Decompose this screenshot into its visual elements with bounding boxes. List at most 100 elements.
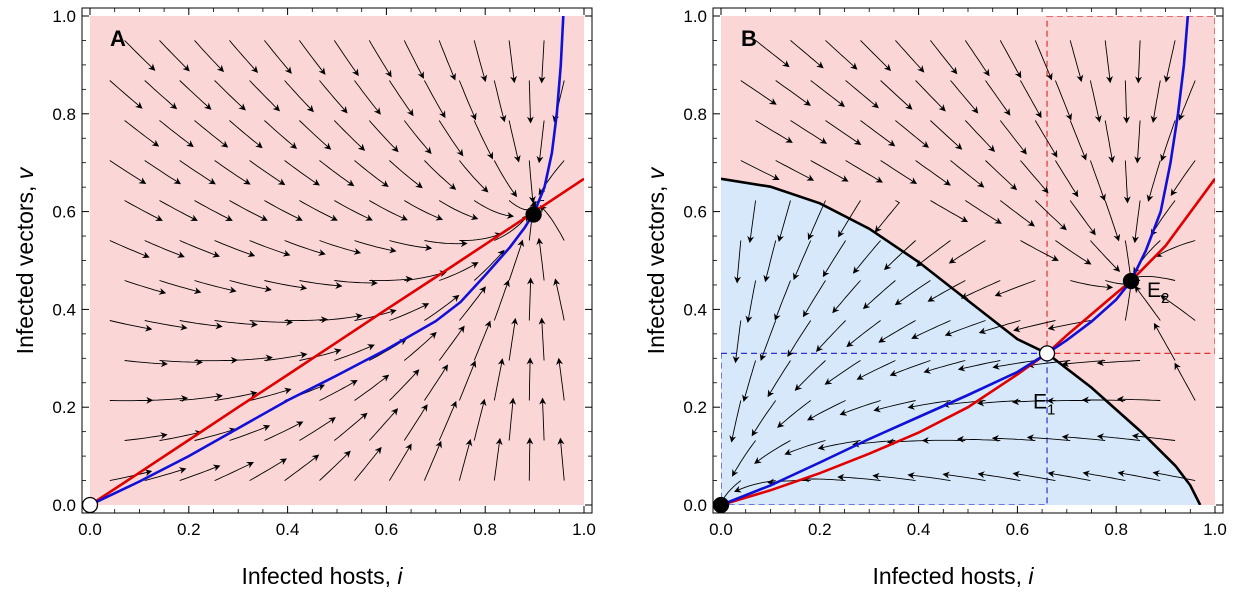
stream-arrow <box>528 160 536 204</box>
stream-arrow <box>751 400 777 437</box>
stream-arrow <box>229 200 268 221</box>
stream-arrow <box>1132 200 1141 244</box>
stream-arrow <box>249 458 287 481</box>
stream-arrow <box>229 40 259 73</box>
stream-arrow <box>944 320 986 337</box>
stream-arrow <box>1034 200 1067 231</box>
stream-arrow <box>159 358 203 366</box>
stream-arrow <box>264 421 304 441</box>
x-tick-label: 1.0 <box>1203 520 1227 539</box>
stream-arrow <box>775 80 811 106</box>
x-tick-label: 0.4 <box>907 520 931 539</box>
guide-box <box>1046 16 1215 355</box>
stream-arrow <box>403 120 432 155</box>
stream-arrow <box>459 232 502 241</box>
stream-arrow <box>249 80 281 112</box>
stream-arrow <box>1150 80 1161 123</box>
stream-arrow <box>284 160 320 186</box>
stream-arrow <box>874 200 900 233</box>
stream-arrow <box>494 214 529 241</box>
stream-arrow <box>214 80 246 111</box>
stream-arrow <box>299 120 332 150</box>
stream-arrow <box>369 200 408 221</box>
stream-arrow <box>403 40 424 79</box>
stream-arrow <box>810 160 849 182</box>
panel-a-plot: 0.00.0 0.2 0.2 0.4 0.4 0.6 0.6 0.8 0.8 1.0 1.0 A <box>52 7 595 539</box>
stream-arrow <box>777 200 791 242</box>
stream-arrow <box>319 160 355 187</box>
x-tick-label: 0.0 <box>78 520 102 539</box>
stream-arrow <box>1163 40 1176 83</box>
stream-arrow <box>822 240 846 278</box>
stream-arrow <box>264 120 298 149</box>
y-tick-label: 0.6 <box>683 203 707 222</box>
stream-arrow <box>802 280 826 318</box>
stream-arrow <box>404 270 447 281</box>
stream-arrow <box>1020 160 1049 194</box>
stream-arrow <box>787 320 812 357</box>
stream-arrow <box>960 280 1001 299</box>
stream-arrow <box>927 280 966 302</box>
stream-arrow <box>389 443 412 481</box>
stream-arrow <box>404 331 437 361</box>
plot-area <box>90 16 584 505</box>
stream-arrow <box>1155 240 1196 257</box>
stream-arrow <box>999 120 1027 155</box>
stream-arrow <box>1069 40 1084 83</box>
stream-arrow <box>124 120 160 147</box>
stream-arrow <box>878 320 916 343</box>
stream-arrow <box>264 280 308 291</box>
stream-arrow <box>1178 80 1196 121</box>
stream-arrow <box>915 240 951 267</box>
stream-arrow <box>109 240 150 259</box>
stream-arrow <box>424 80 446 119</box>
stream-arrow <box>1047 470 1091 482</box>
y-axis-label: Infected vectors, v <box>12 166 38 354</box>
stream-arrow <box>895 120 930 148</box>
y-tick-label: 0.8 <box>52 105 76 124</box>
stream-arrow <box>729 400 742 443</box>
stream-arrow <box>438 200 479 221</box>
stream-arrow <box>369 275 413 283</box>
stream-arrow <box>424 240 468 248</box>
stream-arrow <box>957 360 1001 372</box>
stream-arrow <box>179 464 221 482</box>
nullcline-red <box>90 177 584 505</box>
stream-arrow <box>832 280 861 314</box>
stream-arrow <box>124 432 168 441</box>
stream-arrow <box>368 120 399 153</box>
stream-arrow <box>473 398 487 441</box>
y-tick-label: 0.4 <box>52 300 76 319</box>
stream-arrow <box>556 357 565 401</box>
panel-b: Infected hosts, i Infected vectors, v <box>643 166 1034 589</box>
stream-arrow <box>424 364 449 401</box>
stream-arrow <box>229 354 273 362</box>
stream-arrow <box>439 262 479 281</box>
stream-arrow <box>438 400 457 441</box>
stream-arrow <box>754 440 791 464</box>
stream-arrow <box>536 120 545 164</box>
stream-arrow <box>526 80 534 124</box>
y-tick-label: 0.0 <box>683 496 707 515</box>
stream-arrow <box>229 120 263 149</box>
stream-arrow <box>354 240 397 254</box>
stream-arrow <box>389 240 433 252</box>
stream-arrow <box>229 424 271 441</box>
stream-arrow <box>942 471 986 482</box>
stable-equilibrium <box>525 206 542 223</box>
x-tick-label: 0.2 <box>808 520 832 539</box>
stream-arrow <box>124 360 168 368</box>
stream-arrow <box>249 387 292 401</box>
stream-arrow <box>458 438 473 481</box>
stream-arrow <box>214 240 256 258</box>
stream-arrow <box>536 237 545 281</box>
stream-arrow <box>880 80 913 110</box>
stream-arrow <box>731 440 756 477</box>
stream-arrow <box>389 80 414 117</box>
stream-arrow <box>1020 80 1042 119</box>
stream-arrow <box>755 40 790 68</box>
stream-arrow <box>793 240 812 281</box>
stream-arrow <box>734 240 742 284</box>
stream-arrow <box>144 240 185 258</box>
